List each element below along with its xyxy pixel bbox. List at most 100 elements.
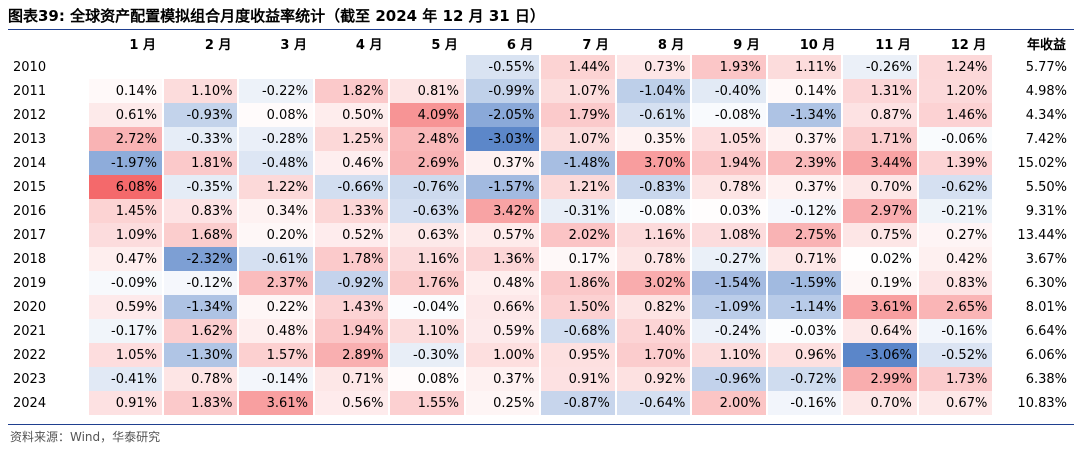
heatmap-cell: -0.17% bbox=[88, 319, 162, 343]
column-header: 10 月 bbox=[799, 37, 836, 53]
heatmap-cell: 3.42% bbox=[465, 199, 540, 223]
column-header: 7 月 bbox=[582, 37, 609, 53]
heatmap-cell: 0.82% bbox=[616, 295, 691, 319]
heatmap-cell: 3.02% bbox=[616, 271, 691, 295]
column-header: 5 月 bbox=[431, 37, 458, 53]
heatmap-cell: -1.04% bbox=[616, 79, 691, 103]
heatmap-cell: -0.03% bbox=[767, 319, 842, 343]
annual-return-cell: 6.06% bbox=[1025, 347, 1067, 363]
heatmap-cell: -0.76% bbox=[390, 175, 464, 199]
heatmap-cell: 0.17% bbox=[541, 247, 615, 271]
heatmap-cell: 1.57% bbox=[239, 343, 313, 367]
heatmap-cell: 2.48% bbox=[390, 127, 464, 151]
heatmap-cell: -0.16% bbox=[918, 319, 993, 343]
heatmap-cell: -0.66% bbox=[314, 175, 389, 199]
heatmap-cell: 1.94% bbox=[314, 319, 389, 343]
annual-return-cell: 15.02% bbox=[1017, 155, 1067, 171]
heatmap-cell: 0.46% bbox=[314, 151, 389, 175]
year-label: 2019 bbox=[13, 275, 47, 291]
annual-return-cell: 5.77% bbox=[1025, 59, 1067, 75]
heatmap-cell: -0.64% bbox=[616, 391, 691, 415]
heatmap-cell: 0.20% bbox=[239, 223, 313, 247]
heatmap-cell: 0.22% bbox=[239, 295, 313, 319]
heatmap-cell: -1.57% bbox=[465, 175, 540, 199]
heatmap-cell: -1.34% bbox=[164, 295, 238, 319]
heatmap-cell: 1.76% bbox=[390, 271, 464, 295]
heatmap-cell: 1.62% bbox=[164, 319, 238, 343]
heatmap-cell: 1.07% bbox=[541, 79, 615, 103]
heatmap-cell: 0.83% bbox=[164, 199, 238, 223]
heatmap-cell: 0.34% bbox=[239, 199, 313, 223]
heatmap-cell: 0.78% bbox=[692, 175, 766, 199]
heatmap-cell bbox=[239, 55, 312, 79]
heatmap-cell: -0.12% bbox=[767, 199, 842, 223]
heatmap-cell: 0.37% bbox=[465, 151, 540, 175]
table-row: 2016 1.45% 0.83% 0.34% 1.33% -0.63% 3.42% -0.31… bbox=[10, 199, 1072, 223]
heatmap-cell: 0.56% bbox=[314, 391, 389, 415]
heatmap-cell: 1.50% bbox=[541, 295, 615, 319]
year-label: 2014 bbox=[13, 155, 47, 171]
heatmap-cell: 0.91% bbox=[88, 391, 162, 415]
heatmap-cell: -0.09% bbox=[88, 271, 162, 295]
heatmap-cell: -0.40% bbox=[692, 79, 766, 103]
heatmap-cell: 1.94% bbox=[692, 151, 766, 175]
table-row: 2017 1.09% 1.68% 0.20% 0.52% 0.63% 0.57% 2.02% 1… bbox=[10, 223, 1072, 247]
column-header: 4 月 bbox=[355, 37, 383, 53]
heatmap-cell: -0.12% bbox=[164, 271, 238, 295]
heatmap-cell: 1.44% bbox=[541, 55, 615, 79]
heatmap-cell: 0.19% bbox=[843, 271, 917, 295]
annual-return-cell: 8.01% bbox=[1025, 299, 1067, 315]
source-note: 资料来源：Wind，华泰研究 bbox=[10, 430, 161, 444]
annual-return-cell: 4.34% bbox=[1025, 107, 1067, 123]
heatmap-cell: 1.09% bbox=[88, 223, 162, 247]
heatmap-cell: -0.21% bbox=[918, 199, 993, 223]
heatmap-cell: 0.14% bbox=[88, 79, 162, 103]
table-row: 2014 -1.97% 1.81% -0.48% 0.46% 2.69% 0.37% -1.4… bbox=[10, 151, 1072, 175]
heatmap-cell: 1.10% bbox=[164, 79, 238, 103]
heatmap-cell: -2.05% bbox=[465, 103, 540, 127]
heatmap-cell: 0.59% bbox=[88, 295, 162, 319]
table-row: 2018 0.47% -2.32% -0.61% 1.78% 1.16% 1.36% 0.17… bbox=[10, 247, 1072, 271]
heatmap-cell: 1.16% bbox=[390, 247, 464, 271]
column-header: 年收益 bbox=[1026, 37, 1066, 53]
annual-return-cell: 6.38% bbox=[1025, 371, 1067, 387]
heatmap-cell: -1.97% bbox=[88, 151, 162, 175]
year-label: 2010 bbox=[13, 59, 47, 75]
heatmap-cell: 2.97% bbox=[843, 199, 917, 223]
heatmap-cell: 0.67% bbox=[918, 391, 993, 415]
heatmap-cell: -0.31% bbox=[541, 199, 615, 223]
year-column-header bbox=[10, 31, 87, 55]
heatmap-cell: 2.02% bbox=[541, 223, 615, 247]
heatmap-cell: 0.83% bbox=[918, 271, 993, 295]
heatmap-cell: 2.00% bbox=[692, 391, 766, 415]
heatmap-cell: 1.39% bbox=[918, 151, 993, 175]
heatmap-cell: 3.44% bbox=[843, 151, 917, 175]
heatmap-cell: -0.14% bbox=[239, 367, 313, 391]
heatmap-cell: -0.41% bbox=[88, 367, 162, 391]
year-label: 2016 bbox=[13, 203, 47, 219]
bottom-divider bbox=[8, 424, 1074, 425]
heatmap-cell: 1.78% bbox=[314, 247, 389, 271]
annual-return-cell: 4.98% bbox=[1025, 83, 1067, 99]
annual-return-cell: 7.42% bbox=[1025, 131, 1067, 147]
heatmap-cell: -0.99% bbox=[465, 79, 540, 103]
heatmap-cell: 1.05% bbox=[692, 127, 766, 151]
heatmap-cell: -0.33% bbox=[164, 127, 238, 151]
table-row: 2015 6.08% -0.35% 1.22% -0.66% -0.76% -1.57% 1.… bbox=[10, 175, 1072, 199]
heatmap-cell: -0.61% bbox=[616, 103, 691, 127]
heatmap-body: 2010 -0.55% 1.44% 0.73% 1.93% 1.11% -0.26% 1.24… bbox=[10, 55, 1072, 415]
year-label: 2024 bbox=[13, 395, 47, 411]
title-divider bbox=[8, 29, 1074, 30]
heatmap-cell: 1.25% bbox=[314, 127, 389, 151]
heatmap-cell: 2.89% bbox=[314, 343, 389, 367]
heatmap-cell: 0.14% bbox=[767, 79, 842, 103]
heatmap-cell bbox=[315, 55, 388, 79]
table-row: 2011 0.14% 1.10% -0.22% 1.82% 0.81% -0.99% 1.07… bbox=[10, 79, 1072, 103]
column-header: 12 月 bbox=[950, 37, 987, 53]
heatmap-cell: -0.48% bbox=[239, 151, 313, 175]
column-header: 9 月 bbox=[733, 37, 760, 53]
heatmap-cell: -0.08% bbox=[692, 103, 766, 127]
table-row: 2023 -0.41% 0.78% -0.14% 0.71% 0.08% 0.37% 0.91… bbox=[10, 367, 1072, 391]
heatmap-cell: 1.05% bbox=[88, 343, 162, 367]
heatmap-cell: 0.71% bbox=[767, 247, 842, 271]
